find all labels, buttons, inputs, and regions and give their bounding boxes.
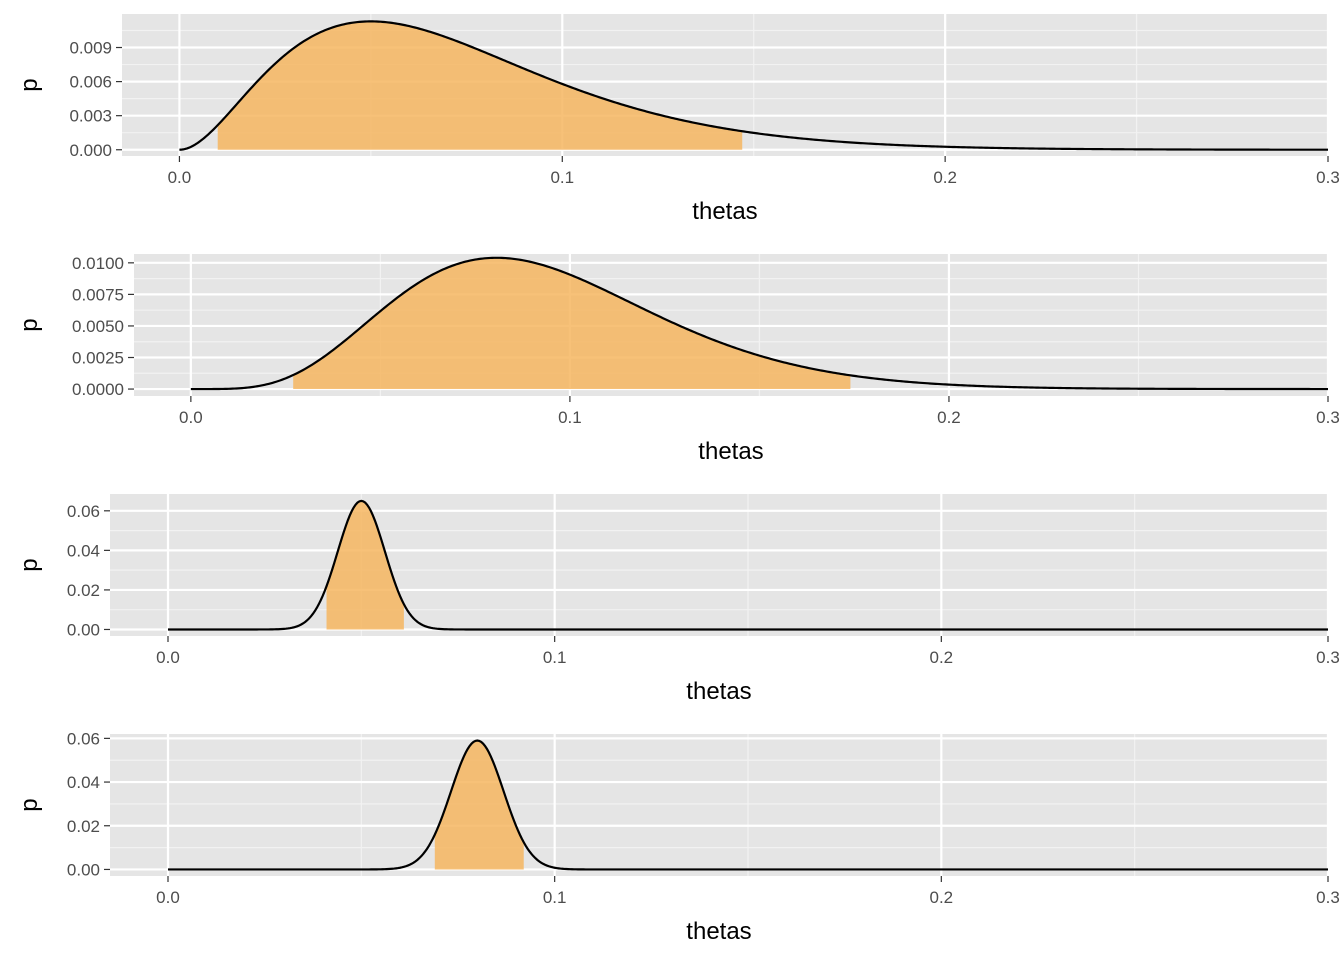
y-tick-label: 0.006	[69, 73, 112, 92]
x-tick-label: 0.3	[1316, 888, 1340, 907]
x-axis-title: thetas	[686, 678, 751, 705]
y-tick-label: 0.00	[67, 620, 100, 639]
y-tick-label: 0.06	[67, 729, 100, 748]
x-tick-label: 0.3	[1316, 648, 1340, 667]
credible-interval-area	[293, 257, 851, 390]
y-tick-label: 0.0075	[72, 285, 124, 304]
x-axis-title: thetas	[692, 198, 757, 225]
density-curve	[190, 256, 1328, 391]
y-tick-label: 0.04	[67, 541, 100, 560]
x-tick-label: 0.1	[543, 648, 567, 667]
panel-background	[110, 734, 1328, 876]
credible-interval-area	[434, 740, 524, 870]
y-tick-label: 0.00	[67, 860, 100, 879]
credible-interval-area	[217, 21, 743, 150]
y-tick-label: 0.06	[67, 502, 100, 521]
density-curve	[168, 739, 1328, 871]
y-tick-label: 0.0025	[72, 349, 124, 368]
x-tick-label: 0.0	[156, 888, 180, 907]
panel-background	[110, 494, 1328, 636]
x-tick-label: 0.2	[933, 168, 957, 187]
x-axis-title: thetas	[686, 918, 751, 945]
y-axis-title: p	[16, 798, 43, 811]
x-tick-label: 0.0	[168, 168, 192, 187]
x-tick-label: 0.2	[930, 888, 954, 907]
x-tick-label: 0.2	[930, 648, 954, 667]
y-axis-title: p	[16, 558, 43, 571]
chart-panel-4: 0.0 0.1 0.2 0.3 0.00 0.02 0.04 0.06 thetas p	[16, 729, 1340, 945]
y-tick-label: 0.02	[67, 817, 100, 836]
x-tick-label: 0.1	[550, 168, 574, 187]
chart-panel-1: 0.0 0.1 0.2 0.3 0.000 0.003 0.006 0.009 thetas p	[16, 14, 1340, 225]
y-tick-label: 0.009	[69, 39, 112, 58]
density-curve	[168, 499, 1328, 631]
y-tick-label: 0.04	[67, 773, 100, 792]
x-tick-label: 0.0	[156, 648, 180, 667]
x-axis-title: thetas	[698, 438, 763, 465]
x-tick-label: 0.2	[937, 408, 961, 427]
credible-interval-area	[326, 500, 404, 630]
x-tick-label: 0.0	[179, 408, 203, 427]
y-tick-label: 0.0000	[72, 380, 124, 399]
y-tick-label: 0.02	[67, 581, 100, 600]
x-tick-label: 0.3	[1316, 408, 1340, 427]
density-curve	[179, 20, 1328, 151]
y-tick-label: 0.000	[69, 141, 112, 160]
x-tick-label: 0.3	[1316, 168, 1340, 187]
y-tick-label: 0.003	[69, 107, 112, 126]
x-tick-label: 0.1	[558, 408, 582, 427]
y-tick-label: 0.0050	[72, 317, 124, 336]
y-tick-label: 0.0100	[72, 254, 124, 273]
x-tick-label: 0.1	[543, 888, 567, 907]
chart-panel-2: 0.0 0.1 0.2 0.3 0.0000 0.0025 0.0050 0.0075 0.01…	[16, 254, 1340, 465]
chart-panel-3: 0.0 0.1 0.2 0.3 0.00 0.02 0.04 0.06 thetas p	[16, 494, 1340, 705]
y-axis-title: p	[16, 78, 43, 91]
y-axis-title: p	[16, 318, 43, 331]
